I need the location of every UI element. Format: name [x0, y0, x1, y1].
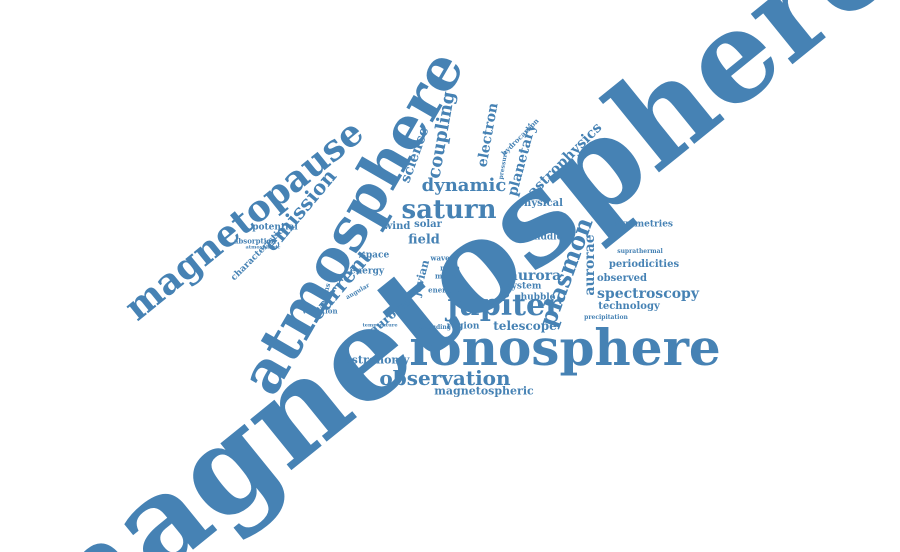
- word-technology: technology: [598, 301, 660, 312]
- word-physical: physical: [517, 198, 563, 209]
- word-region: region: [446, 321, 480, 332]
- word-hubble: hubble: [520, 292, 556, 303]
- word-wind: wind: [383, 221, 411, 232]
- word-wave: wave: [430, 253, 450, 263]
- word-energy: energy: [349, 266, 385, 277]
- word-middle: middle: [527, 232, 563, 243]
- word-main: main: [440, 263, 460, 273]
- word-jupiter: jupiter: [447, 288, 561, 323]
- word-astronomy: astronomy: [344, 353, 410, 367]
- word-energies: energies: [428, 285, 462, 295]
- word-absorption: absorption: [233, 236, 277, 246]
- word-aurorae: aurorae: [582, 234, 598, 296]
- word-spectroscopy: spectroscopy: [597, 286, 699, 302]
- word-field: field: [408, 232, 440, 248]
- word-ionosphere: ionosphere: [409, 318, 721, 377]
- word-atmospheric: atmospheric: [245, 244, 281, 251]
- word-temperature: temperature: [362, 322, 398, 329]
- word-precipitation: precipitation: [584, 314, 628, 321]
- word-observed: observed: [596, 273, 648, 284]
- word-saturn: saturn: [401, 195, 497, 225]
- word-potential: potential: [252, 222, 298, 233]
- word-variation: variation: [302, 306, 338, 316]
- word-periodicities: periodicities: [608, 259, 680, 270]
- word-asymmetries: asymmetries: [608, 219, 674, 230]
- word-system: system: [506, 281, 542, 292]
- word-magnetospheric: magnetospheric: [434, 384, 534, 398]
- word-model: model: [434, 271, 460, 281]
- word-suprathermal: suprathermal: [617, 248, 663, 255]
- word-observation: observation: [379, 366, 511, 390]
- word-dynamic: dynamic: [421, 175, 507, 196]
- word-aurora: aurora: [508, 268, 562, 284]
- word-solar: solar: [414, 219, 442, 230]
- word-telescope: telescope: [493, 319, 557, 333]
- word-including: including: [419, 324, 451, 331]
- word-space: space: [360, 250, 390, 261]
